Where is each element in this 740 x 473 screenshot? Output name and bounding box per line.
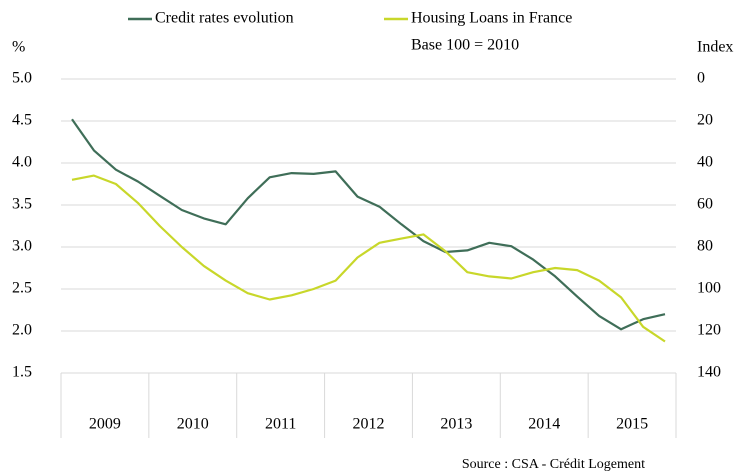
series-line [71, 118, 666, 331]
x-tick-label: 2012 [353, 416, 385, 433]
y2-tick-label: 100 [697, 280, 721, 297]
y2-tick-label: 40 [697, 154, 713, 171]
y-tick-label: 2.5 [12, 280, 32, 297]
y-axis-label: % [12, 39, 25, 56]
y2-tick-label: 0 [697, 70, 705, 87]
source: Source : CSA - Crédit Logement [462, 457, 645, 472]
y-tick-label: 2.0 [12, 322, 32, 339]
legend-label: Credit rates evolution [155, 10, 294, 27]
y2-tick-label: 20 [697, 112, 713, 129]
series-line [71, 174, 666, 343]
y2-tick-label: 120 [697, 322, 721, 339]
y2-tick-label: 80 [697, 238, 713, 255]
y-tick-label: 4.0 [12, 154, 32, 171]
y-tick-label: 5.0 [12, 70, 32, 87]
y2-tick-label: 60 [697, 196, 713, 213]
y2-axis-label: Index [697, 39, 733, 56]
x-tick-label: 2013 [440, 416, 472, 433]
x-tick-label: 2010 [177, 416, 209, 433]
legend-label: Housing Loans in France [411, 10, 572, 27]
y-tick-label: 1.5 [12, 364, 32, 381]
x-tick-label: 2011 [265, 416, 296, 433]
y-tick-label: 3.0 [12, 238, 32, 255]
x-tick-label: 2009 [89, 416, 121, 433]
legend-subtext: Base 100 = 2010 [411, 37, 519, 54]
y-tick-label: 3.5 [12, 196, 32, 213]
y-tick-label: 4.5 [12, 112, 32, 129]
x-tick-label: 2014 [528, 416, 560, 433]
y2-tick-label: 140 [697, 364, 721, 381]
x-tick-label: 2015 [616, 416, 648, 433]
